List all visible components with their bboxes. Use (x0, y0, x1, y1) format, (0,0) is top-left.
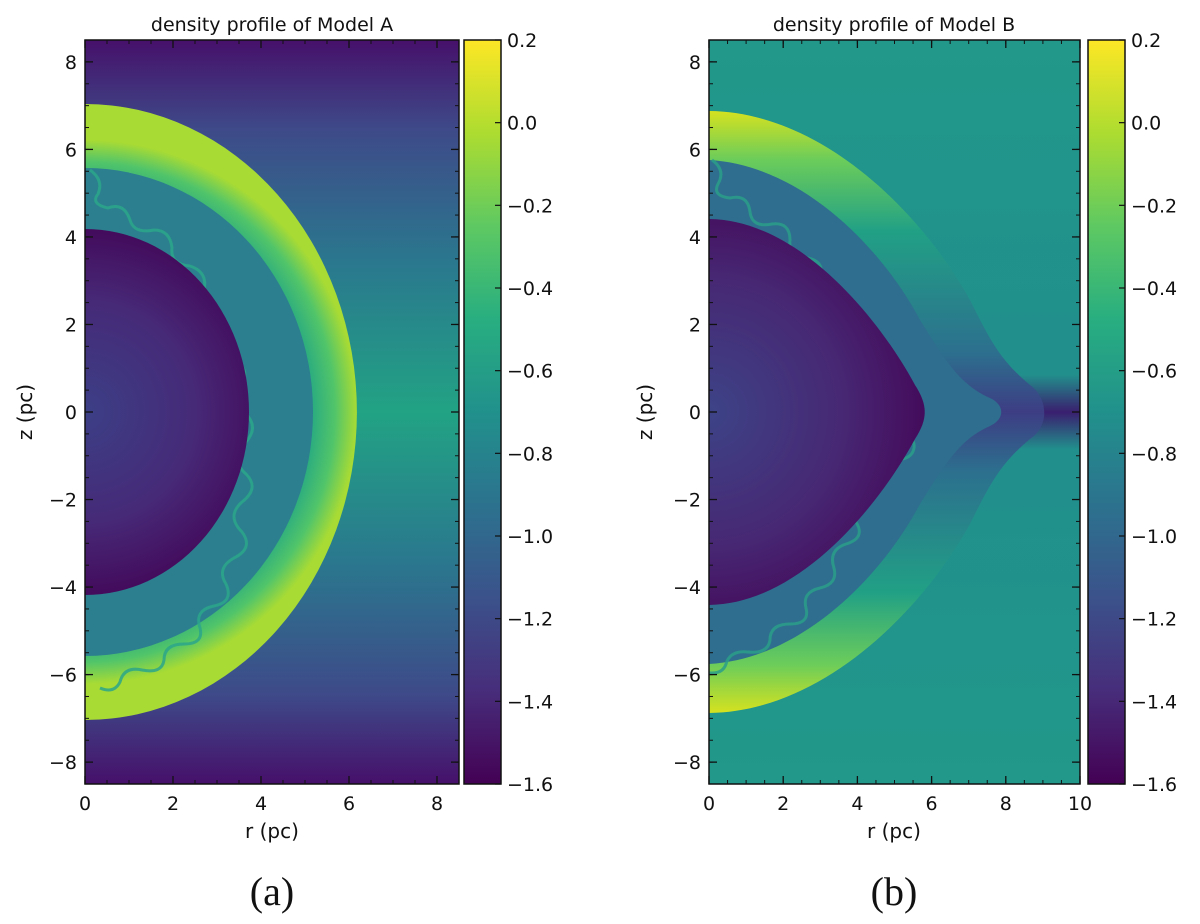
panel-b-caption: (b) (871, 869, 918, 914)
panel-a-instability-fingers (89, 168, 254, 692)
panel-a-caption: (a) (250, 869, 294, 914)
panel-a-colorbar-ticks: 0.2 0.0 −0.2 −0.4 −0.6 −0.8 −1.0 −1.2 −1.4 −1.6 (495, 30, 553, 796)
y-tick-label: 2 (65, 314, 77, 336)
panel-b-colorbar-gradient (1087, 39, 1126, 785)
panel-a-heatmap (85, 40, 459, 784)
colorbar-tick-label: 0.2 (1131, 30, 1161, 52)
colorbar-tick-label: −1.2 (1131, 609, 1177, 631)
colorbar-tick-label: −0.2 (507, 195, 553, 217)
x-tick-label: 4 (255, 793, 267, 815)
colorbar-tick-label: −1.0 (1131, 526, 1177, 548)
y-tick-label: 8 (65, 52, 77, 74)
y-tick-label: −6 (49, 665, 77, 687)
panel-a-title: density profile of Model A (151, 14, 393, 36)
x-tick-label: 2 (777, 793, 789, 815)
panel-b-xlabel: r (pc) (867, 819, 921, 843)
panel-b-inner-cavity (709, 219, 925, 605)
x-tick-label: 4 (851, 793, 863, 815)
colorbar-tick-label: −0.6 (1131, 361, 1177, 383)
panel-b-heatmap (709, 40, 1080, 784)
y-tick-label: 0 (689, 402, 701, 424)
colorbar-tick-label: −0.4 (1131, 278, 1177, 300)
x-tick-label: 2 (167, 793, 179, 815)
colorbar-tick-label: −0.8 (1131, 443, 1177, 465)
colorbar-tick-label: −0.8 (507, 443, 553, 465)
y-tick-label: 6 (689, 139, 701, 161)
colorbar-tick-label: 0.0 (1131, 113, 1161, 135)
y-tick-label: 0 (65, 402, 77, 424)
x-tick-label: 0 (79, 793, 91, 815)
colorbar-tick-label: 0.0 (507, 113, 537, 135)
y-tick-label: −8 (49, 752, 77, 774)
y-tick-label: 4 (689, 227, 701, 249)
panel-a-ylabel: z (pc) (13, 384, 37, 440)
panel-b: density profile of Model B 0 2 4 6 8 10 −8 −6 −4… (633, 14, 1177, 914)
colorbar-tick-label: 0.2 (507, 30, 537, 52)
y-tick-label: 8 (689, 52, 701, 74)
panel-b-ylabel: z (pc) (633, 384, 657, 440)
x-tick-label: 6 (343, 793, 355, 815)
colorbar-tick-label: −1.6 (507, 774, 553, 796)
panel-a-colorbar: 0.2 0.0 −0.2 −0.4 −0.6 −0.8 −1.0 −1.2 −1.4 −1.6 (463, 30, 553, 796)
colorbar-tick-label: −1.0 (507, 526, 553, 548)
panel-a-axes: 0 2 4 6 8 −8 −6 −4 −2 0 2 4 6 8 (49, 40, 460, 815)
x-tick-label: 0 (703, 793, 715, 815)
panel-a-colorbar-gradient (463, 39, 502, 785)
y-tick-label: −4 (673, 577, 701, 599)
panel-a-xlabel: r (pc) (245, 819, 299, 843)
colorbar-tick-label: −1.6 (1131, 774, 1177, 796)
y-tick-label: −8 (673, 752, 701, 774)
x-tick-label: 8 (1000, 793, 1012, 815)
colorbar-tick-label: −1.4 (1131, 691, 1177, 713)
y-tick-label: −4 (49, 577, 77, 599)
y-tick-label: 6 (65, 139, 77, 161)
colorbar-tick-label: −0.6 (507, 361, 553, 383)
y-tick-label: −6 (673, 665, 701, 687)
x-tick-label: 6 (926, 793, 938, 815)
y-tick-label: −2 (673, 490, 701, 512)
panel-b-colorbar-ticks: 0.2 0.0 −0.2 −0.4 −0.6 −0.8 −1.0 −1.2 −1.4 −1.6 (1119, 30, 1177, 796)
y-tick-label: 2 (689, 314, 701, 336)
panel-b-title: density profile of Model B (773, 14, 1015, 36)
panel-a-inner-cavity (85, 229, 249, 595)
panel-b-axes: 0 2 4 6 8 10 −8 −6 −4 −2 0 2 4 6 8 (673, 40, 1092, 815)
x-tick-label: 10 (1068, 793, 1092, 815)
panel-b-colorbar: 0.2 0.0 −0.2 −0.4 −0.6 −0.8 −1.0 −1.2 −1.4 −1.6 (1087, 30, 1177, 796)
y-tick-label: 4 (65, 227, 77, 249)
panel-a: density profile of Model A 0 2 4 6 8 −8 −6 −4 −2… (13, 14, 553, 914)
y-tick-label: −2 (49, 490, 77, 512)
colorbar-tick-label: −0.4 (507, 278, 553, 300)
colorbar-tick-label: −0.2 (1131, 195, 1177, 217)
colorbar-tick-label: −1.2 (507, 609, 553, 631)
x-tick-label: 8 (431, 793, 443, 815)
colorbar-tick-label: −1.4 (507, 691, 553, 713)
